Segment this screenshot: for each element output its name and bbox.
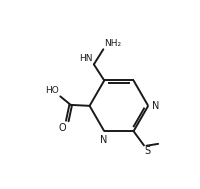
Text: O: O (59, 123, 66, 133)
Text: HN: HN (79, 54, 92, 63)
Text: NH₂: NH₂ (104, 39, 121, 48)
Text: S: S (145, 146, 151, 156)
Text: HO: HO (46, 86, 59, 95)
Text: N: N (152, 101, 159, 111)
Text: N: N (100, 135, 107, 145)
